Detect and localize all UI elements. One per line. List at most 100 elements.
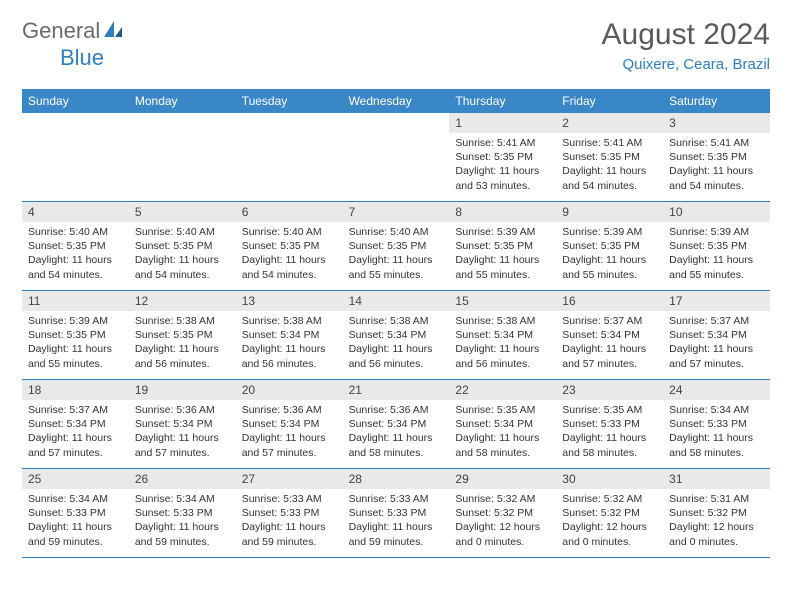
daylight-text: Daylight: 11 hours and 59 minutes.	[242, 520, 337, 548]
calendar-cell: .	[343, 113, 450, 201]
daylight-text: Daylight: 12 hours and 0 minutes.	[669, 520, 764, 548]
day-number: 7	[343, 202, 450, 222]
day-number: 23	[556, 380, 663, 400]
sunset-text: Sunset: 5:35 PM	[669, 239, 764, 253]
sunset-text: Sunset: 5:33 PM	[242, 506, 337, 520]
daylight-text: Daylight: 11 hours and 56 minutes.	[455, 342, 550, 370]
sunset-text: Sunset: 5:34 PM	[242, 417, 337, 431]
sunset-text: Sunset: 5:35 PM	[135, 328, 230, 342]
cell-body: Sunrise: 5:33 AMSunset: 5:33 PMDaylight:…	[236, 489, 343, 555]
sunrise-text: Sunrise: 5:35 AM	[562, 403, 657, 417]
daylight-text: Daylight: 11 hours and 55 minutes.	[28, 342, 123, 370]
daylight-text: Daylight: 11 hours and 53 minutes.	[455, 164, 550, 192]
cell-body: Sunrise: 5:37 AMSunset: 5:34 PMDaylight:…	[663, 311, 770, 377]
logo-text-gray: General	[22, 18, 100, 44]
sunset-text: Sunset: 5:34 PM	[135, 417, 230, 431]
sunrise-text: Sunrise: 5:41 AM	[669, 136, 764, 150]
cell-body: Sunrise: 5:36 AMSunset: 5:34 PMDaylight:…	[343, 400, 450, 466]
day-number: 24	[663, 380, 770, 400]
day-number: 2	[556, 113, 663, 133]
sunset-text: Sunset: 5:35 PM	[349, 239, 444, 253]
daylight-text: Daylight: 11 hours and 55 minutes.	[562, 253, 657, 281]
sunrise-text: Sunrise: 5:36 AM	[242, 403, 337, 417]
daylight-text: Daylight: 11 hours and 57 minutes.	[28, 431, 123, 459]
sunset-text: Sunset: 5:32 PM	[669, 506, 764, 520]
page-title: August 2024	[602, 18, 770, 52]
cell-body: Sunrise: 5:37 AMSunset: 5:34 PMDaylight:…	[22, 400, 129, 466]
daylight-text: Daylight: 11 hours and 58 minutes.	[669, 431, 764, 459]
sunset-text: Sunset: 5:34 PM	[349, 328, 444, 342]
cell-body: Sunrise: 5:39 AMSunset: 5:35 PMDaylight:…	[556, 222, 663, 288]
weekday-header: Thursday	[449, 89, 556, 113]
sunrise-text: Sunrise: 5:37 AM	[669, 314, 764, 328]
sunset-text: Sunset: 5:35 PM	[562, 150, 657, 164]
cell-body: Sunrise: 5:31 AMSunset: 5:32 PMDaylight:…	[663, 489, 770, 555]
cell-body: Sunrise: 5:41 AMSunset: 5:35 PMDaylight:…	[663, 133, 770, 199]
sunset-text: Sunset: 5:32 PM	[562, 506, 657, 520]
cell-body: Sunrise: 5:38 AMSunset: 5:34 PMDaylight:…	[343, 311, 450, 377]
cell-body: Sunrise: 5:32 AMSunset: 5:32 PMDaylight:…	[449, 489, 556, 555]
sunset-text: Sunset: 5:34 PM	[455, 328, 550, 342]
day-number: 28	[343, 469, 450, 489]
daylight-text: Daylight: 11 hours and 55 minutes.	[349, 253, 444, 281]
day-number: 8	[449, 202, 556, 222]
sunset-text: Sunset: 5:34 PM	[349, 417, 444, 431]
sunrise-text: Sunrise: 5:39 AM	[669, 225, 764, 239]
sunset-text: Sunset: 5:34 PM	[242, 328, 337, 342]
day-number: 14	[343, 291, 450, 311]
weekday-header: Friday	[556, 89, 663, 113]
calendar-week: 11Sunrise: 5:39 AMSunset: 5:35 PMDayligh…	[22, 291, 770, 380]
sunset-text: Sunset: 5:33 PM	[669, 417, 764, 431]
cell-body: Sunrise: 5:41 AMSunset: 5:35 PMDaylight:…	[556, 133, 663, 199]
cell-body: Sunrise: 5:37 AMSunset: 5:34 PMDaylight:…	[556, 311, 663, 377]
sunrise-text: Sunrise: 5:40 AM	[242, 225, 337, 239]
daylight-text: Daylight: 11 hours and 59 minutes.	[349, 520, 444, 548]
day-number: 3	[663, 113, 770, 133]
cell-body: Sunrise: 5:34 AMSunset: 5:33 PMDaylight:…	[129, 489, 236, 555]
day-number: 13	[236, 291, 343, 311]
daylight-text: Daylight: 11 hours and 57 minutes.	[242, 431, 337, 459]
daylight-text: Daylight: 11 hours and 54 minutes.	[562, 164, 657, 192]
day-number: 31	[663, 469, 770, 489]
calendar-cell: 5Sunrise: 5:40 AMSunset: 5:35 PMDaylight…	[129, 202, 236, 290]
calendar-cell: 21Sunrise: 5:36 AMSunset: 5:34 PMDayligh…	[343, 380, 450, 468]
day-number: 30	[556, 469, 663, 489]
sunset-text: Sunset: 5:34 PM	[455, 417, 550, 431]
weekday-header: Wednesday	[343, 89, 450, 113]
day-number: 21	[343, 380, 450, 400]
cell-body: Sunrise: 5:40 AMSunset: 5:35 PMDaylight:…	[22, 222, 129, 288]
daylight-text: Daylight: 11 hours and 58 minutes.	[455, 431, 550, 459]
cell-body: Sunrise: 5:40 AMSunset: 5:35 PMDaylight:…	[129, 222, 236, 288]
calendar-cell: .	[236, 113, 343, 201]
sunset-text: Sunset: 5:35 PM	[28, 328, 123, 342]
sunset-text: Sunset: 5:33 PM	[135, 506, 230, 520]
sunrise-text: Sunrise: 5:32 AM	[455, 492, 550, 506]
calendar-cell: 13Sunrise: 5:38 AMSunset: 5:34 PMDayligh…	[236, 291, 343, 379]
calendar-cell: 7Sunrise: 5:40 AMSunset: 5:35 PMDaylight…	[343, 202, 450, 290]
logo: General	[22, 18, 126, 44]
calendar-cell: 22Sunrise: 5:35 AMSunset: 5:34 PMDayligh…	[449, 380, 556, 468]
calendar-cell: 2Sunrise: 5:41 AMSunset: 5:35 PMDaylight…	[556, 113, 663, 201]
calendar-cell: 27Sunrise: 5:33 AMSunset: 5:33 PMDayligh…	[236, 469, 343, 557]
calendar-cell: 14Sunrise: 5:38 AMSunset: 5:34 PMDayligh…	[343, 291, 450, 379]
daylight-text: Daylight: 11 hours and 57 minutes.	[669, 342, 764, 370]
day-number: 1	[449, 113, 556, 133]
cell-body: Sunrise: 5:36 AMSunset: 5:34 PMDaylight:…	[236, 400, 343, 466]
day-number: 25	[22, 469, 129, 489]
calendar-cell: .	[129, 113, 236, 201]
cell-body: Sunrise: 5:38 AMSunset: 5:34 PMDaylight:…	[236, 311, 343, 377]
sunrise-text: Sunrise: 5:34 AM	[135, 492, 230, 506]
day-number: 18	[22, 380, 129, 400]
calendar-cell: 6Sunrise: 5:40 AMSunset: 5:35 PMDaylight…	[236, 202, 343, 290]
sunrise-text: Sunrise: 5:33 AM	[349, 492, 444, 506]
sunrise-text: Sunrise: 5:35 AM	[455, 403, 550, 417]
calendar-cell: 1Sunrise: 5:41 AMSunset: 5:35 PMDaylight…	[449, 113, 556, 201]
sunset-text: Sunset: 5:35 PM	[562, 239, 657, 253]
calendar-week: ....1Sunrise: 5:41 AMSunset: 5:35 PMDayl…	[22, 113, 770, 202]
sunrise-text: Sunrise: 5:38 AM	[242, 314, 337, 328]
day-number: 15	[449, 291, 556, 311]
weekday-header: Saturday	[663, 89, 770, 113]
location-label: Quixere, Ceara, Brazil	[602, 56, 770, 73]
sunrise-text: Sunrise: 5:39 AM	[455, 225, 550, 239]
sunrise-text: Sunrise: 5:39 AM	[28, 314, 123, 328]
